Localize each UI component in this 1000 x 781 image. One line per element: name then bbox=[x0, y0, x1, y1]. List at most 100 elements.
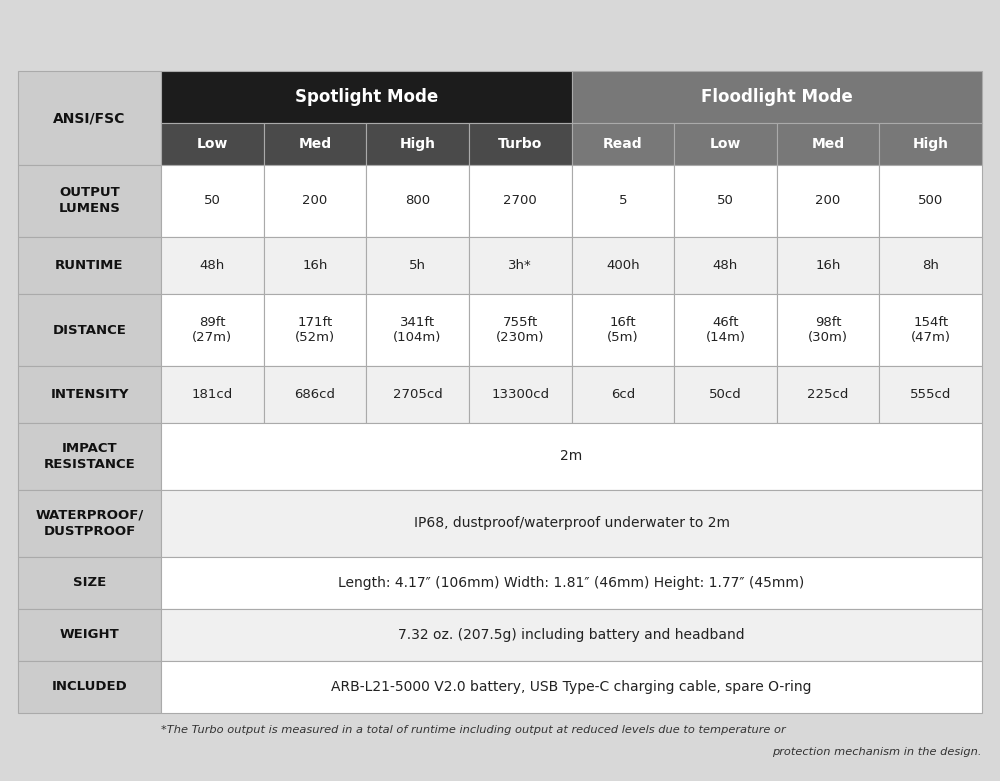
Text: 46ft
(14m): 46ft (14m) bbox=[705, 316, 745, 344]
Bar bbox=[674, 366, 777, 423]
Bar bbox=[366, 123, 469, 165]
Bar bbox=[18, 609, 161, 661]
Text: 98ft
(30m): 98ft (30m) bbox=[808, 316, 848, 344]
Bar bbox=[879, 366, 982, 423]
Text: Floodlight Mode: Floodlight Mode bbox=[701, 88, 853, 106]
Text: 48h: 48h bbox=[200, 259, 225, 272]
Text: INTENSITY: INTENSITY bbox=[50, 388, 129, 401]
Bar bbox=[674, 294, 777, 366]
Text: 50cd: 50cd bbox=[709, 388, 742, 401]
Bar bbox=[161, 294, 264, 366]
Bar bbox=[161, 557, 982, 609]
Bar bbox=[674, 123, 777, 165]
Bar bbox=[879, 165, 982, 237]
Bar bbox=[264, 294, 366, 366]
Bar bbox=[264, 366, 366, 423]
Bar bbox=[264, 123, 366, 165]
Text: High: High bbox=[913, 137, 949, 151]
Text: 5: 5 bbox=[619, 194, 627, 208]
Bar bbox=[572, 294, 674, 366]
Text: 225cd: 225cd bbox=[807, 388, 849, 401]
Text: WATERPROOF/
DUSTPROOF: WATERPROOF/ DUSTPROOF bbox=[35, 509, 144, 538]
Text: DISTANCE: DISTANCE bbox=[53, 323, 126, 337]
Text: Low: Low bbox=[197, 137, 228, 151]
Text: 341ft
(104m): 341ft (104m) bbox=[393, 316, 442, 344]
Bar bbox=[161, 366, 264, 423]
Text: 2705cd: 2705cd bbox=[393, 388, 442, 401]
Text: *The Turbo output is measured in a total of runtime including output at reduced : *The Turbo output is measured in a total… bbox=[161, 725, 786, 735]
Bar bbox=[18, 71, 161, 165]
Bar bbox=[264, 165, 366, 237]
Text: 2700: 2700 bbox=[503, 194, 537, 208]
Bar bbox=[18, 165, 161, 237]
Text: 8h: 8h bbox=[922, 259, 939, 272]
Bar bbox=[777, 294, 879, 366]
Text: Low: Low bbox=[710, 137, 741, 151]
Text: 6cd: 6cd bbox=[611, 388, 635, 401]
Bar bbox=[18, 237, 161, 294]
Bar bbox=[18, 557, 161, 609]
Bar bbox=[264, 237, 366, 294]
Bar bbox=[161, 423, 982, 490]
Bar bbox=[879, 237, 982, 294]
Bar bbox=[572, 71, 982, 123]
Text: 500: 500 bbox=[918, 194, 943, 208]
Text: 171ft
(52m): 171ft (52m) bbox=[295, 316, 335, 344]
Text: Med: Med bbox=[298, 137, 332, 151]
Bar bbox=[572, 165, 674, 237]
Bar bbox=[777, 366, 879, 423]
Text: 16h: 16h bbox=[302, 259, 328, 272]
Bar bbox=[469, 165, 572, 237]
Bar bbox=[18, 423, 161, 490]
Bar bbox=[161, 165, 264, 237]
Text: ANSI/FSC: ANSI/FSC bbox=[53, 111, 126, 125]
Bar bbox=[161, 71, 572, 123]
Text: RUNTIME: RUNTIME bbox=[55, 259, 124, 272]
Text: 16h: 16h bbox=[815, 259, 841, 272]
Text: OUTPUT
LUMENS: OUTPUT LUMENS bbox=[59, 187, 120, 216]
Text: 2m: 2m bbox=[560, 450, 583, 463]
Text: 13300cd: 13300cd bbox=[491, 388, 549, 401]
Text: 181cd: 181cd bbox=[192, 388, 233, 401]
Bar bbox=[777, 165, 879, 237]
Text: 5h: 5h bbox=[409, 259, 426, 272]
Text: 400h: 400h bbox=[606, 259, 640, 272]
Bar bbox=[366, 366, 469, 423]
Bar bbox=[366, 294, 469, 366]
Text: 50: 50 bbox=[204, 194, 221, 208]
Bar bbox=[161, 661, 982, 713]
Bar bbox=[469, 366, 572, 423]
Text: INCLUDED: INCLUDED bbox=[52, 680, 127, 694]
Text: 800: 800 bbox=[405, 194, 430, 208]
Text: Read: Read bbox=[603, 137, 643, 151]
Bar bbox=[469, 123, 572, 165]
Bar bbox=[161, 123, 264, 165]
Text: 7.32 oz. (207.5g) including battery and headband: 7.32 oz. (207.5g) including battery and … bbox=[398, 628, 745, 642]
Text: Med: Med bbox=[812, 137, 845, 151]
Text: Turbo: Turbo bbox=[498, 137, 542, 151]
Bar bbox=[572, 237, 674, 294]
Bar bbox=[18, 366, 161, 423]
Bar bbox=[161, 237, 264, 294]
Bar bbox=[674, 165, 777, 237]
Bar bbox=[572, 123, 674, 165]
Text: 154ft
(47m): 154ft (47m) bbox=[911, 316, 951, 344]
Text: 555cd: 555cd bbox=[910, 388, 951, 401]
Bar bbox=[879, 294, 982, 366]
Text: IP68, dustproof/waterproof underwater to 2m: IP68, dustproof/waterproof underwater to… bbox=[414, 516, 730, 530]
Text: Spotlight Mode: Spotlight Mode bbox=[295, 88, 438, 106]
Bar bbox=[161, 490, 982, 557]
Bar bbox=[366, 237, 469, 294]
Text: 3h*: 3h* bbox=[508, 259, 532, 272]
Bar bbox=[469, 237, 572, 294]
Bar bbox=[18, 661, 161, 713]
Text: 755ft
(230m): 755ft (230m) bbox=[496, 316, 544, 344]
Text: WEIGHT: WEIGHT bbox=[60, 629, 119, 641]
Text: SIZE: SIZE bbox=[73, 576, 106, 590]
Text: Length: 4.17″ (106mm) Width: 1.81″ (46mm) Height: 1.77″ (45mm): Length: 4.17″ (106mm) Width: 1.81″ (46mm… bbox=[338, 576, 805, 590]
Text: High: High bbox=[400, 137, 436, 151]
Text: 48h: 48h bbox=[713, 259, 738, 272]
Text: ARB-L21-5000 V2.0 battery, USB Type-C charging cable, spare O-ring: ARB-L21-5000 V2.0 battery, USB Type-C ch… bbox=[331, 680, 812, 694]
Text: 200: 200 bbox=[815, 194, 841, 208]
Text: 16ft
(5m): 16ft (5m) bbox=[607, 316, 639, 344]
